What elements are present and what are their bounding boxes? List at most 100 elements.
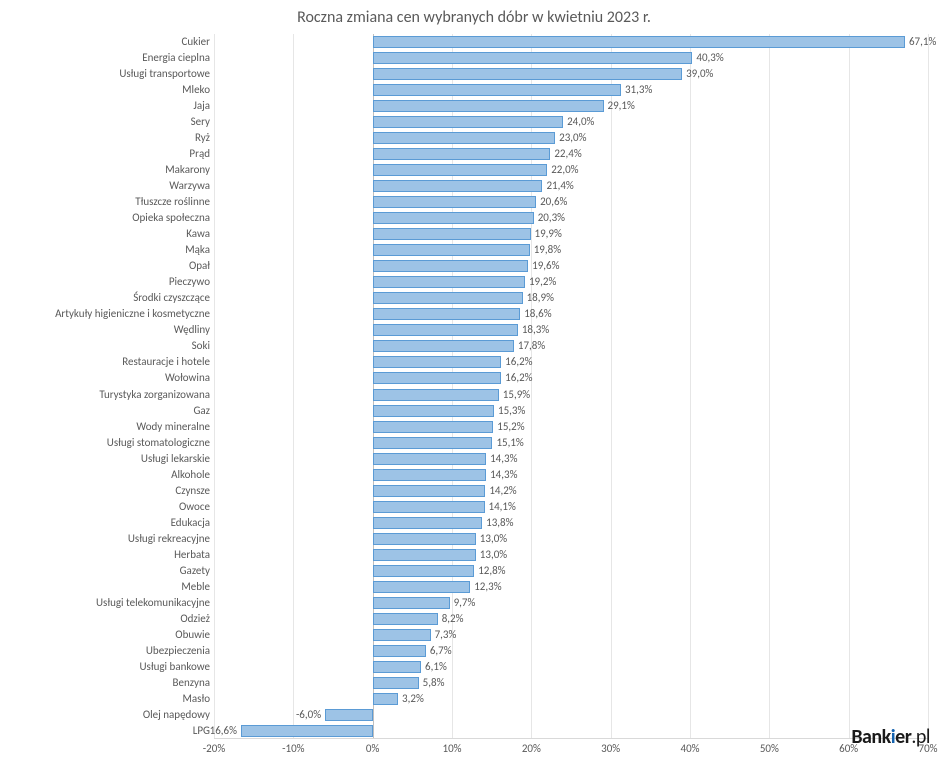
- bar-row: Turystyka zorganizowana15,9%: [214, 387, 928, 403]
- bar: [373, 244, 530, 256]
- category-label: Usługi bankowe: [0, 659, 210, 675]
- category-label: Ryż: [0, 130, 210, 146]
- value-label: 15,2%: [497, 419, 524, 435]
- value-label: 6,1%: [425, 659, 447, 675]
- gridline: [928, 34, 929, 738]
- x-tick-label: 10%: [442, 738, 461, 755]
- category-label: Usługi rekreacyjne: [0, 531, 210, 547]
- value-label: 15,9%: [503, 387, 530, 403]
- logo-part: er: [895, 725, 911, 749]
- bar-row: Wołowina16,2%: [214, 370, 928, 386]
- category-label: Mleko: [0, 82, 210, 98]
- bar: [373, 52, 693, 64]
- category-label: Gazety: [0, 563, 210, 579]
- value-label: 19,8%: [534, 242, 561, 258]
- value-label: 14,3%: [490, 467, 517, 483]
- bar: [373, 196, 536, 208]
- bar-row: Masło3,2%: [214, 691, 928, 707]
- bar: [373, 421, 494, 433]
- bar-row: Gaz15,3%: [214, 403, 928, 419]
- bar-row: Usługi telekomunikacyjne9,7%: [214, 595, 928, 611]
- bar-row: Prąd22,4%: [214, 146, 928, 162]
- bar: [373, 613, 438, 625]
- plot-area: -20%-10%0%10%20%30%40%50%60%70%Cukier67,…: [214, 34, 928, 739]
- value-label: 29,1%: [608, 98, 635, 114]
- value-label: 7,3%: [435, 627, 457, 643]
- bar-row: Środki czyszczące18,9%: [214, 290, 928, 306]
- bar: [373, 324, 518, 336]
- x-tick-label: 40%: [680, 738, 699, 755]
- bar: [373, 356, 502, 368]
- bar-row: Usługi lekarskie14,3%: [214, 451, 928, 467]
- category-label: Sery: [0, 114, 210, 130]
- x-tick-label: 20%: [522, 738, 541, 755]
- value-label: 16,2%: [505, 370, 532, 386]
- x-tick-label: 30%: [601, 738, 620, 755]
- category-label: Usługi transportowe: [0, 66, 210, 82]
- bar: [373, 581, 471, 593]
- bar-row: LPG-16,6%: [214, 723, 928, 739]
- value-label: 39,0%: [686, 66, 713, 82]
- category-label: LPG: [0, 723, 210, 739]
- bar: [373, 84, 621, 96]
- category-label: Owoce: [0, 499, 210, 515]
- bar-row: Kawa19,9%: [214, 226, 928, 242]
- category-label: Olej napędowy: [0, 707, 210, 723]
- chart-title: Roczna zmiana cen wybranych dóbr w kwiet…: [0, 8, 948, 27]
- bar: [373, 405, 494, 417]
- category-label: Turystyka zorganizowana: [0, 387, 210, 403]
- bar-row: Makarony22,0%: [214, 162, 928, 178]
- bar: [373, 68, 682, 80]
- bar-row: Gazety12,8%: [214, 563, 928, 579]
- bar-row: Opał19,6%: [214, 258, 928, 274]
- value-label: 24,0%: [567, 114, 594, 130]
- category-label: Jaja: [0, 98, 210, 114]
- bar: [373, 645, 426, 657]
- bar: [373, 100, 604, 112]
- bar: [373, 164, 548, 176]
- value-label: 9,7%: [454, 595, 476, 611]
- bar: [373, 597, 450, 609]
- bar-row: Opieka społeczna20,3%: [214, 210, 928, 226]
- value-label: 13,0%: [480, 531, 507, 547]
- bar-row: Usługi rekreacyjne13,0%: [214, 531, 928, 547]
- value-label: 8,2%: [442, 611, 464, 627]
- bar-row: Pieczywo19,2%: [214, 274, 928, 290]
- bar-row: Restauracje i hotele16,2%: [214, 354, 928, 370]
- bar: [373, 501, 485, 513]
- category-label: Opał: [0, 258, 210, 274]
- category-label: Benzyna: [0, 675, 210, 691]
- bar-row: Wędliny18,3%: [214, 322, 928, 338]
- value-label: 22,4%: [554, 146, 581, 162]
- category-label: Herbata: [0, 547, 210, 563]
- bar-row: Usługi stomatologiczne15,1%: [214, 435, 928, 451]
- category-label: Odzież: [0, 611, 210, 627]
- bar: [373, 389, 499, 401]
- value-label: 14,3%: [490, 451, 517, 467]
- category-label: Tłuszcze roślinne: [0, 194, 210, 210]
- category-label: Restauracje i hotele: [0, 354, 210, 370]
- bar-row: Cukier67,1%: [214, 34, 928, 50]
- value-label: 6,7%: [430, 643, 452, 659]
- value-label: 14,2%: [489, 483, 516, 499]
- bar-row: Energia cieplna40,3%: [214, 50, 928, 66]
- category-label: Usługi telekomunikacyjne: [0, 595, 210, 611]
- bar: [373, 517, 482, 529]
- bar-row: Herbata13,0%: [214, 547, 928, 563]
- category-label: Warzywa: [0, 178, 210, 194]
- bar-row: Czynsze14,2%: [214, 483, 928, 499]
- bar-row: Olej napędowy-6,0%: [214, 707, 928, 723]
- bar-row: Artykuły higieniczne i kosmetyczne18,6%: [214, 306, 928, 322]
- value-label: 23,0%: [559, 130, 586, 146]
- value-label: 12,8%: [478, 563, 505, 579]
- value-label: 14,1%: [489, 499, 516, 515]
- category-label: Prąd: [0, 146, 210, 162]
- bar-row: Edukacja13,8%: [214, 515, 928, 531]
- x-tick-label: 50%: [760, 738, 779, 755]
- value-label: 3,2%: [402, 691, 424, 707]
- bar: [373, 212, 534, 224]
- value-label: 18,6%: [524, 306, 551, 322]
- bar-row: Warzywa21,4%: [214, 178, 928, 194]
- bar-row: Wody mineralne15,2%: [214, 419, 928, 435]
- bar: [373, 661, 421, 673]
